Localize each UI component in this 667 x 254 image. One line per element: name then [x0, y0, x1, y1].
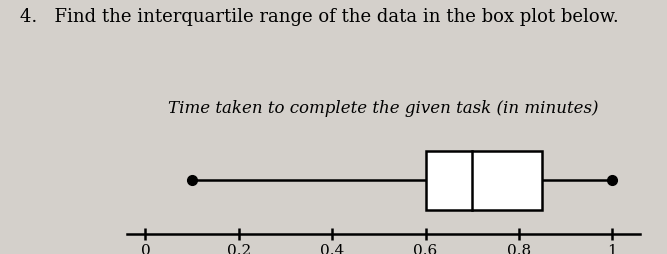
- Text: 4.   Find the interquartile range of the data in the box plot below.: 4. Find the interquartile range of the d…: [20, 8, 619, 26]
- Title: Time taken to complete the given task (in minutes): Time taken to complete the given task (i…: [168, 100, 599, 117]
- Bar: [426, 151, 542, 210]
